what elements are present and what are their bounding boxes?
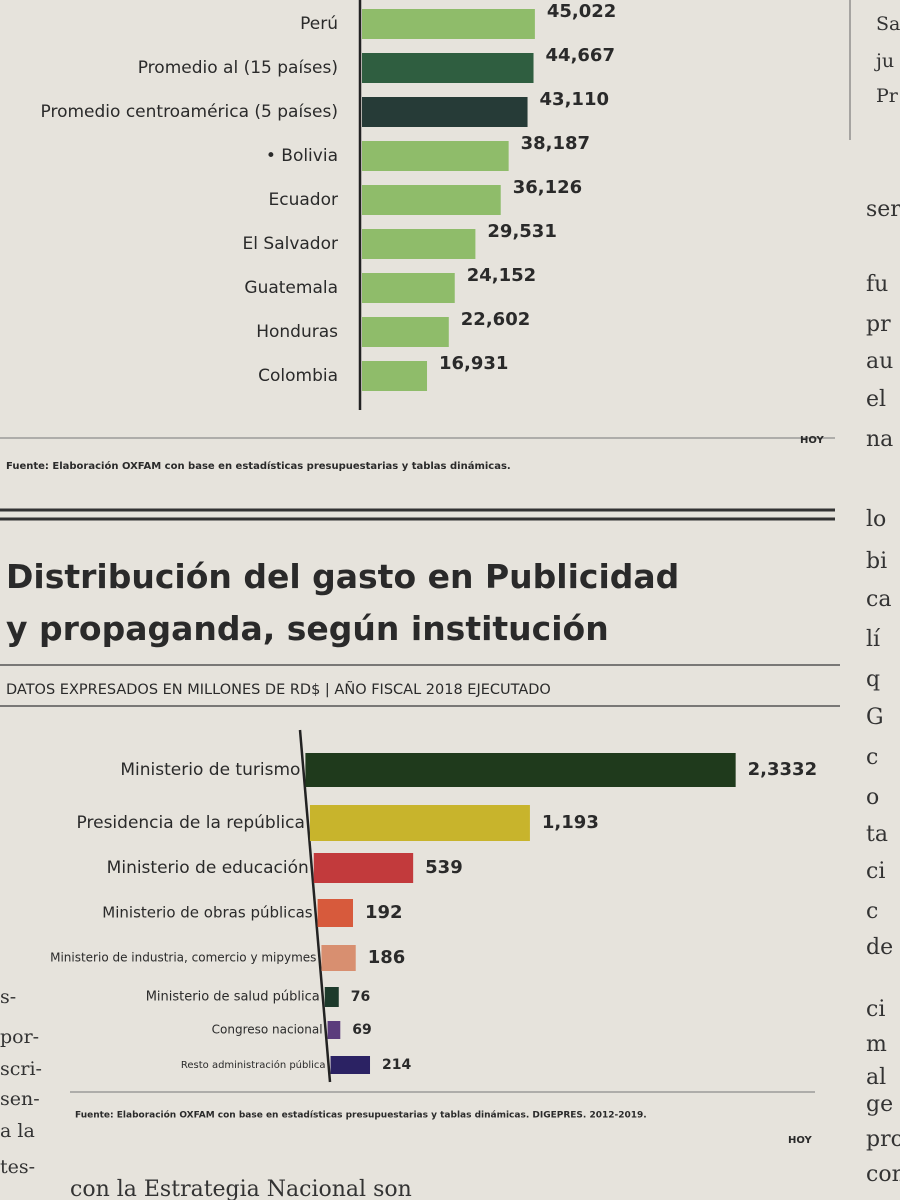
column-text: pro	[866, 1127, 900, 1152]
bar	[305, 753, 736, 787]
column-text: Pr	[876, 85, 899, 107]
column-text: ci	[866, 997, 885, 1022]
bar	[317, 899, 354, 927]
category-label: Congreso nacional	[212, 1023, 323, 1037]
column-text: c	[866, 745, 878, 770]
body-text: con la Estrategia Nacional son	[70, 1177, 412, 1200]
column-text: el	[866, 387, 886, 412]
bar	[330, 1056, 371, 1074]
value-label: 24,152	[467, 265, 536, 286]
credit: HOY	[800, 435, 825, 446]
value-label: 36,126	[513, 177, 582, 198]
column-text: ta	[866, 822, 888, 847]
column-text: G	[866, 705, 884, 730]
category-label: Ministerio de turismo	[120, 760, 300, 780]
value-label: 214	[382, 1057, 411, 1073]
bar	[362, 9, 535, 39]
column-text: sen-	[0, 1088, 40, 1110]
value-label: 186	[368, 947, 406, 968]
value-label: 29,531	[487, 221, 556, 242]
bar	[362, 97, 528, 127]
value-label: 44,667	[546, 45, 615, 66]
source: Fuente: Elaboración OXFAM con base en es…	[75, 1110, 647, 1121]
category-label: Honduras	[256, 322, 338, 342]
column-text: ju	[874, 50, 894, 72]
credit: HOY	[788, 1135, 813, 1146]
category-label: Colombia	[258, 366, 338, 386]
category-label: El Salvador	[243, 234, 338, 254]
source: Fuente: Elaboración OXFAM con base en es…	[6, 460, 511, 472]
value-label: 43,110	[540, 89, 609, 110]
bar	[321, 945, 356, 971]
value-label: 22,602	[461, 309, 530, 330]
axis	[298, 729, 332, 1083]
column-text: q	[866, 667, 880, 692]
category-label: Promedio al (15 países)	[138, 58, 338, 78]
category-label: Presidencia de la república	[77, 813, 305, 833]
column-text: ser	[866, 197, 900, 222]
value-label: 539	[425, 857, 463, 878]
column-text: ge	[866, 1092, 893, 1117]
category-label: Promedio centroamérica (5 países)	[41, 102, 338, 122]
bar	[362, 141, 509, 171]
column-text: por-	[0, 1026, 39, 1048]
column-text: fu	[866, 272, 888, 297]
bar	[324, 987, 339, 1007]
category-label: Ministerio de salud pública	[146, 990, 320, 1005]
value-label: 45,022	[547, 1, 616, 22]
column-text: de	[866, 935, 893, 960]
value-label: 2,3332	[748, 759, 817, 780]
bar	[313, 853, 414, 883]
bar	[362, 273, 455, 303]
category-label: Perú	[300, 14, 338, 34]
category-label: Ecuador	[269, 190, 338, 210]
category-label: Resto administración pública	[181, 1059, 326, 1071]
chart-title: Distribución del gasto en Publicidad y pr…	[6, 557, 679, 648]
column-text: con	[866, 1162, 900, 1187]
value-label: 1,193	[542, 812, 599, 833]
column-text: au	[866, 349, 893, 374]
bar	[362, 185, 501, 215]
bar	[362, 317, 449, 347]
column-text: m	[866, 1032, 887, 1057]
column-text: ci	[866, 859, 885, 884]
bar	[309, 805, 530, 841]
column-text: ca	[866, 587, 891, 612]
column-text: na	[866, 427, 893, 452]
bar	[362, 229, 476, 259]
column-text: a la	[0, 1120, 35, 1142]
value-label: 76	[351, 989, 370, 1005]
value-label: 16,931	[439, 353, 508, 374]
column-text: tes-	[0, 1156, 35, 1178]
value-label: 192	[365, 902, 403, 923]
column-text: scri-	[0, 1058, 42, 1080]
category-label: Ministerio de industria, comercio y mipy…	[50, 951, 316, 965]
value-label: 38,187	[521, 133, 590, 154]
category-label: • Bolivia	[266, 146, 338, 166]
column-text: bi	[866, 549, 887, 574]
column-text: pr	[866, 312, 891, 337]
column-text: c	[866, 899, 878, 924]
category-label: Guatemala	[244, 278, 338, 298]
bar	[362, 53, 534, 83]
column-text: Sa	[876, 13, 900, 35]
bar	[327, 1021, 341, 1039]
column-text: o	[866, 785, 879, 810]
category-label: Ministerio de obras públicas	[102, 904, 312, 922]
column-text: s-	[0, 986, 16, 1008]
subtitle: DATOS EXPRESADOS EN MILLONES DE RD$ | AÑ…	[6, 681, 551, 698]
column-text: al	[866, 1065, 886, 1090]
category-label: Ministerio de educación	[107, 858, 309, 878]
value-label: 69	[352, 1022, 371, 1038]
column-text: lí	[866, 627, 881, 652]
bar	[362, 361, 428, 391]
column-text: lo	[866, 507, 886, 532]
